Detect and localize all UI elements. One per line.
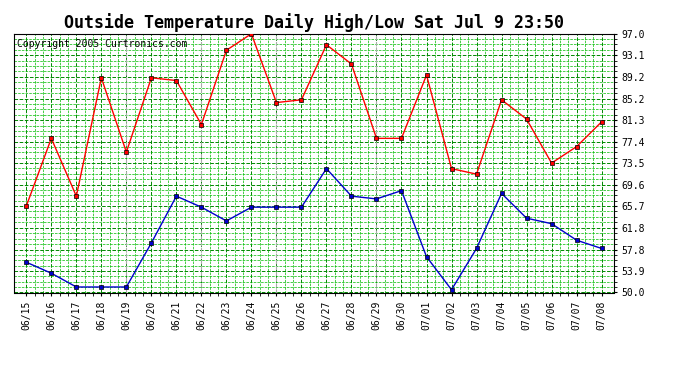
Title: Outside Temperature Daily High/Low Sat Jul 9 23:50: Outside Temperature Daily High/Low Sat J… (64, 13, 564, 32)
Text: Copyright 2005 Curtronics.com: Copyright 2005 Curtronics.com (17, 39, 187, 49)
